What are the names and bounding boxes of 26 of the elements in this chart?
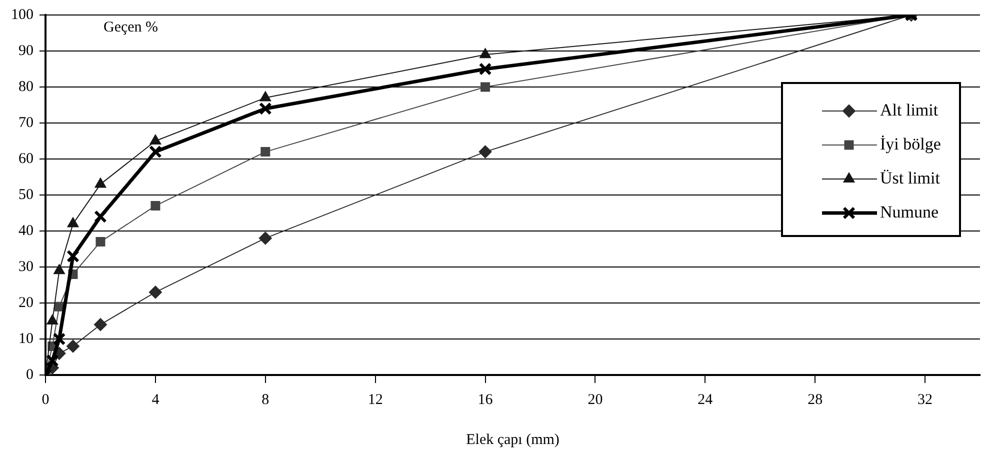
y-axis-title: Geçen %	[104, 19, 158, 36]
y-tick-label: 70	[18, 114, 34, 131]
x-tick-label: 16	[478, 392, 494, 408]
x-tick-label: 32	[918, 392, 933, 408]
y-tick-label: 0	[26, 366, 34, 383]
legend-label: Üst limit	[880, 168, 940, 188]
y-tick-label: 100	[11, 6, 34, 23]
x-tick-label: 20	[588, 392, 603, 408]
y-tick-label: 10	[18, 330, 34, 347]
legend-label: Alt limit	[880, 100, 938, 120]
y-tick-label: 80	[18, 78, 34, 95]
x-tick-label: 4	[152, 392, 160, 408]
y-tick-label: 30	[18, 258, 34, 275]
x-tick-label: 0	[42, 392, 50, 408]
y-tick-label: 20	[18, 294, 34, 311]
y-tick-label: 60	[18, 150, 34, 167]
x-tick-label: 24	[698, 392, 714, 408]
x-tick-label: 12	[368, 392, 383, 408]
x-tick-label: 28	[808, 392, 823, 408]
y-tick-label: 40	[18, 222, 34, 239]
y-tick-label: 50	[18, 186, 34, 203]
legend-label: İyi bölge	[880, 134, 941, 154]
y-tick-label: 90	[18, 42, 34, 59]
legend-label: Numune	[880, 202, 939, 222]
x-tick-label: 8	[262, 392, 270, 408]
x-axis-title: Elek çapı (mm)	[466, 432, 560, 448]
